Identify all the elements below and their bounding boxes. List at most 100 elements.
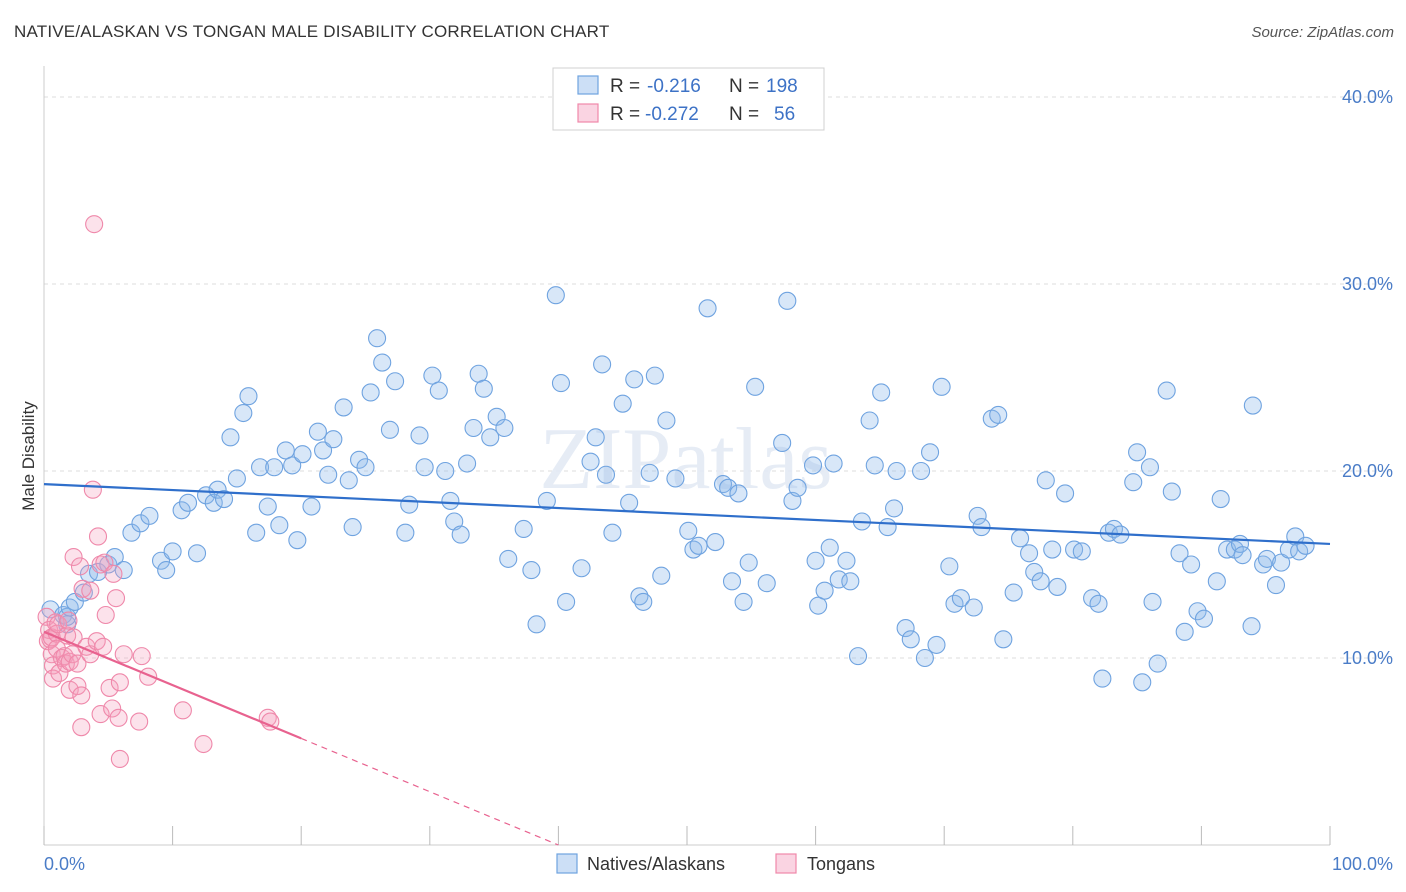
- point-natives-alaskans-161: [1124, 473, 1143, 492]
- point-tongans-26: [70, 557, 90, 576]
- y-tick-label-0: 10.0%: [1342, 648, 1393, 668]
- point-natives-alaskans-79: [581, 452, 600, 471]
- point-natives-alaskans-116: [824, 454, 843, 473]
- series-tongans: [37, 215, 280, 769]
- point-natives-alaskans-153: [1065, 540, 1084, 559]
- point-natives-alaskans-37: [293, 445, 312, 464]
- point-natives-alaskans-166: [1148, 654, 1167, 673]
- trend-line-natives-alaskans: [43, 482, 1331, 546]
- point-tongans-48: [114, 645, 133, 664]
- point-natives-alaskans-52: [386, 372, 405, 391]
- point-natives-alaskans-54: [400, 495, 419, 514]
- point-natives-alaskans-58: [429, 381, 448, 400]
- point-natives-alaskans-123: [865, 456, 884, 475]
- tick-labels: 10.0% 20.0% 30.0% 40.0% 0.0% 100.0%: [44, 87, 1393, 874]
- point-natives-alaskans-179: [1233, 546, 1252, 565]
- point-natives-alaskans-18: [172, 501, 191, 520]
- point-natives-alaskans-127: [887, 461, 906, 481]
- point-tongans-23: [68, 654, 87, 673]
- point-natives-alaskans-51: [380, 420, 399, 439]
- point-natives-alaskans-43: [334, 398, 353, 417]
- legend-n-label: N =: [729, 76, 759, 97]
- point-natives-alaskans-77: [557, 592, 576, 611]
- point-natives-alaskans-106: [757, 574, 776, 593]
- legend-n-label: N =: [729, 104, 759, 125]
- point-natives-alaskans-67: [481, 428, 500, 447]
- y-tick-label-3: 40.0%: [1342, 87, 1393, 107]
- point-natives-alaskans-101: [722, 572, 742, 591]
- point-natives-alaskans-165: [1143, 592, 1162, 611]
- point-tongans-53: [194, 734, 213, 754]
- y-axis-label: Male Disability: [19, 401, 38, 511]
- point-natives-alaskans-42: [324, 430, 343, 449]
- point-natives-alaskans-124: [872, 383, 891, 402]
- legend-swatch-pink: [775, 853, 797, 874]
- point-tongans-32: [83, 480, 102, 499]
- point-tongans-18: [60, 652, 79, 671]
- point-tongans-35: [88, 527, 108, 546]
- legend-r-label: R =: [610, 76, 640, 97]
- trend-extension-tongans: [300, 737, 559, 846]
- legend-r-label: R =: [610, 104, 640, 125]
- point-tongans-45: [109, 708, 128, 727]
- point-natives-alaskans-142: [989, 405, 1008, 424]
- x-tick-label-min: 0.0%: [44, 854, 85, 874]
- point-natives-alaskans-156: [1089, 594, 1108, 613]
- point-natives-alaskans-80: [586, 428, 605, 447]
- point-natives-alaskans-164: [1140, 458, 1160, 477]
- point-natives-alaskans-85: [620, 493, 639, 512]
- point-natives-alaskans-130: [912, 461, 931, 481]
- point-natives-alaskans-89: [640, 463, 659, 482]
- point-natives-alaskans-132: [921, 443, 940, 462]
- point-natives-alaskans-108: [778, 291, 797, 310]
- point-natives-alaskans-104: [739, 553, 758, 572]
- point-natives-alaskans-44: [339, 471, 358, 490]
- point-natives-alaskans-82: [596, 465, 616, 484]
- point-natives-alaskans-59: [436, 461, 455, 481]
- point-natives-alaskans-8: [88, 562, 108, 582]
- point-natives-alaskans-146: [1020, 544, 1039, 563]
- point-natives-alaskans-84: [613, 394, 632, 413]
- point-natives-alaskans-163: [1133, 673, 1152, 692]
- point-tongans-47: [110, 749, 129, 769]
- point-natives-alaskans-20: [187, 544, 207, 563]
- point-natives-alaskans-126: [884, 499, 904, 518]
- point-natives-alaskans-152: [1056, 484, 1075, 503]
- point-natives-alaskans-71: [514, 519, 533, 539]
- point-natives-alaskans-183: [1257, 549, 1277, 568]
- point-natives-alaskans-167: [1157, 381, 1176, 400]
- legend-item-tongans: Tongans: [807, 854, 875, 874]
- point-tongans-52: [173, 701, 192, 720]
- point-natives-alaskans-115: [820, 538, 839, 557]
- point-natives-alaskans-47: [356, 458, 375, 477]
- point-natives-alaskans-14: [140, 506, 159, 525]
- point-natives-alaskans-169: [1170, 544, 1189, 563]
- legend-r-value: -0.272: [645, 104, 699, 125]
- point-natives-alaskans-145: [1011, 529, 1030, 548]
- point-natives-alaskans-135: [940, 557, 959, 576]
- point-tongans-49: [130, 712, 149, 731]
- point-tongans-43: [104, 564, 123, 583]
- point-natives-alaskans-41: [319, 465, 338, 484]
- gridlines: [44, 96, 1392, 659]
- point-tongans-25: [72, 686, 91, 705]
- point-natives-alaskans-120: [848, 647, 868, 666]
- point-natives-alaskans-64: [464, 418, 483, 438]
- point-natives-alaskans-26: [227, 469, 246, 488]
- trend-lines: [43, 482, 1331, 846]
- point-natives-alaskans-73: [527, 615, 546, 634]
- point-natives-alaskans-13: [131, 514, 150, 533]
- point-natives-alaskans-70: [499, 549, 518, 568]
- point-natives-alaskans-181: [1243, 396, 1262, 415]
- point-natives-alaskans-46: [350, 450, 369, 469]
- point-natives-alaskans-98: [706, 533, 725, 552]
- point-natives-alaskans-173: [1194, 609, 1214, 628]
- point-natives-alaskans-57: [423, 366, 442, 385]
- point-natives-alaskans-172: [1188, 602, 1207, 621]
- point-natives-alaskans-170: [1175, 622, 1194, 641]
- point-natives-alaskans-180: [1242, 617, 1261, 636]
- point-tongans-12: [50, 663, 69, 683]
- series-natives-alaskans: [41, 286, 1315, 692]
- point-natives-alaskans-74: [537, 491, 556, 510]
